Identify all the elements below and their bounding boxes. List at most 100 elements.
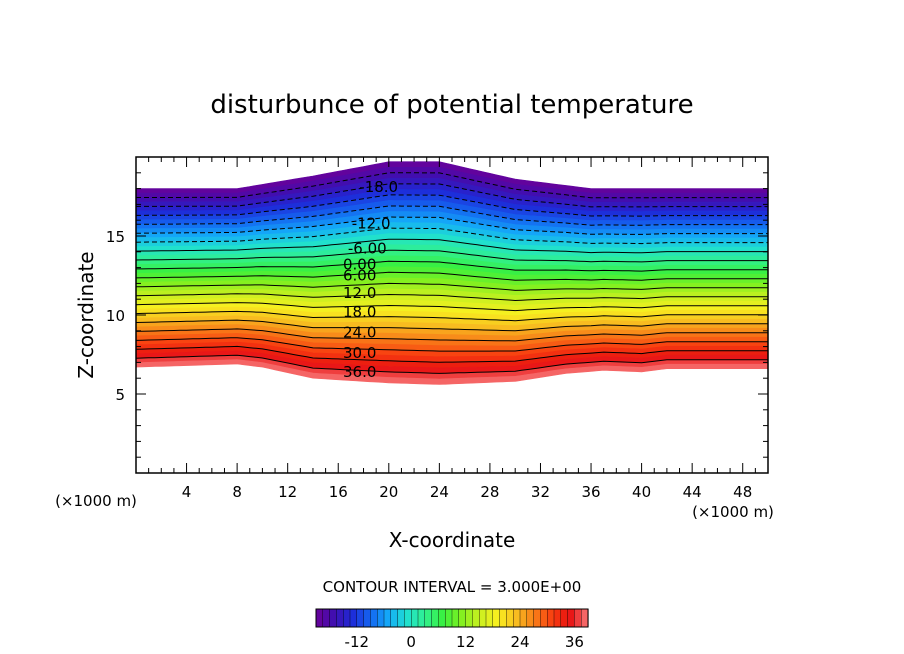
colorbar-cell — [431, 608, 440, 628]
y-axis-label: Z-coordinate — [74, 251, 98, 378]
colorbar-cell — [458, 608, 467, 628]
contour-interval-text: CONTOUR INTERVAL = 3.000E+00 — [323, 578, 582, 596]
contour-line — [135, 183, 768, 208]
colorbar-frame — [315, 608, 589, 628]
colorbar-cell — [315, 608, 324, 628]
colorbar-cell — [349, 608, 358, 628]
contour-line — [135, 310, 768, 322]
contour-line — [136, 194, 768, 217]
x-tick-label: 4 — [182, 483, 192, 501]
colorbar-cell — [533, 608, 541, 628]
contour-line — [135, 271, 768, 281]
colorbar-cell — [336, 608, 344, 628]
contour-line — [135, 227, 768, 245]
contour-line — [135, 302, 768, 312]
colorbar-cell — [499, 608, 508, 628]
contour-label: -12.0 — [352, 214, 391, 232]
contour-line — [136, 216, 768, 235]
x-tick-label: 8 — [232, 483, 242, 501]
contour-line — [135, 319, 768, 332]
x-unit-label-right: (×1000 m) — [692, 503, 774, 521]
contour-line — [135, 354, 768, 374]
contour-label: 24.0 — [343, 323, 376, 341]
x-unit-label-left: (×1000 m) — [55, 492, 137, 510]
colorbar-cell — [424, 608, 433, 628]
colorbar-cell — [506, 608, 514, 628]
x-tick-label: 28 — [480, 483, 499, 501]
colorbar-cell — [519, 608, 528, 628]
contour-label: 18.0 — [343, 303, 376, 321]
colorbar-cell — [553, 608, 562, 628]
colorbar-cell — [513, 608, 521, 628]
contour-line — [136, 260, 768, 272]
colorbar-cell — [370, 608, 378, 628]
x-tick-label: 44 — [683, 483, 702, 501]
colorbar-cell — [472, 608, 480, 628]
contour-line — [135, 249, 768, 263]
colorbar-tick-label: -12 — [345, 633, 370, 651]
contour-line — [135, 337, 768, 352]
colorbar-cell — [438, 608, 446, 628]
x-tick-label: 36 — [581, 483, 600, 501]
colorbar-cell — [465, 608, 474, 628]
y-tick-label: 15 — [106, 228, 125, 246]
contour-label: -18.0 — [359, 178, 398, 196]
colorbar-tick-label: 24 — [510, 633, 529, 651]
colorbar-cell — [526, 608, 535, 628]
x-axis-label: X-coordinate — [389, 528, 516, 552]
y-tick-label: 10 — [106, 307, 125, 325]
colorbar-cell — [356, 608, 365, 628]
colorbar-cell — [383, 608, 392, 628]
colorbar-tick-label: 12 — [456, 633, 475, 651]
colorbar-cell — [377, 608, 385, 628]
contour-label: 6.00 — [343, 267, 376, 285]
colorbar-cell — [404, 608, 412, 628]
x-tick-label: 16 — [329, 483, 348, 501]
y-tick-label: 5 — [115, 386, 125, 404]
colorbar-cell — [485, 608, 494, 628]
contour-label: 12.0 — [343, 284, 376, 302]
x-axis-ticks: 4 8 12 16 20 24 28 32 36 40 44 48 — [148, 157, 756, 501]
colorbar-cell — [567, 608, 575, 628]
contour-label: 30.0 — [343, 344, 376, 362]
colorbar: -12 0 12 24 36 — [315, 608, 589, 651]
colorbar-cell — [417, 608, 426, 628]
colorbar-cell — [492, 608, 501, 628]
contour-label: -6.00 — [348, 240, 387, 258]
x-tick-label: 32 — [531, 483, 550, 501]
colorbar-cell — [343, 608, 351, 628]
chart-title: disturbunce of potential temperature — [210, 90, 693, 120]
contour-lines — [135, 172, 768, 374]
contour-line — [135, 293, 768, 302]
colorbar-cell — [329, 608, 338, 628]
colorbar-cell — [390, 608, 399, 628]
x-tick-label: 48 — [733, 483, 752, 501]
contour-line — [135, 328, 768, 342]
x-tick-label: 12 — [278, 483, 297, 501]
colorbar-cell — [411, 608, 419, 628]
colorbar-cell — [322, 608, 331, 628]
colorbar-cell — [363, 608, 372, 628]
contour-line — [135, 282, 768, 291]
colorbar-cell — [581, 608, 589, 628]
contour-line — [135, 345, 768, 363]
colorbar-tick-label: 36 — [565, 633, 584, 651]
colorbar-cell — [397, 608, 406, 628]
contour-line — [135, 238, 768, 254]
contour-label: 36.0 — [343, 363, 376, 381]
contour-line — [136, 172, 768, 199]
y-axis-ticks: 5 10 15 — [106, 172, 768, 458]
colorbar-cell — [445, 608, 453, 628]
colorbar-cell — [479, 608, 487, 628]
colorbar-cell — [540, 608, 548, 628]
x-tick-label: 24 — [430, 483, 449, 501]
x-tick-label: 40 — [632, 483, 651, 501]
contour-line — [136, 205, 768, 226]
contour-label: 0.00 — [343, 255, 376, 273]
colorbar-cell — [451, 608, 460, 628]
x-tick-label: 20 — [379, 483, 398, 501]
colorbar-cell — [560, 608, 569, 628]
colorbar-cell — [574, 608, 582, 628]
